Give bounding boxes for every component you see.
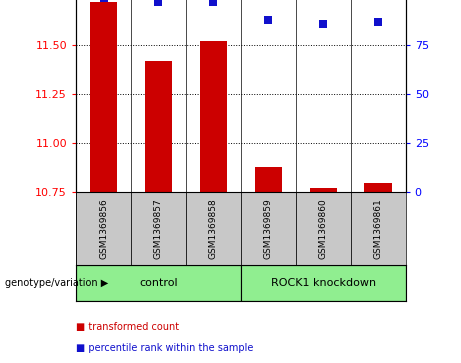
- Point: [319, 21, 327, 27]
- Text: GSM1369857: GSM1369857: [154, 198, 163, 259]
- Text: GSM1369860: GSM1369860: [319, 198, 328, 259]
- Bar: [200, 41, 227, 192]
- Text: genotype/variation ▶: genotype/variation ▶: [5, 278, 108, 288]
- Bar: [241, 265, 406, 301]
- Bar: [296, 192, 351, 265]
- Bar: [76, 265, 241, 301]
- Point: [210, 0, 217, 5]
- Text: GSM1369861: GSM1369861: [374, 198, 383, 259]
- Point: [374, 19, 382, 25]
- Bar: [145, 61, 172, 192]
- Bar: [309, 188, 337, 192]
- Text: ■ percentile rank within the sample: ■ percentile rank within the sample: [76, 343, 254, 354]
- Bar: [365, 183, 392, 192]
- Bar: [241, 192, 296, 265]
- Point: [100, 0, 107, 1]
- Bar: [131, 192, 186, 265]
- Point: [155, 0, 162, 5]
- Bar: [186, 192, 241, 265]
- Text: GSM1369856: GSM1369856: [99, 198, 108, 259]
- Text: GSM1369859: GSM1369859: [264, 198, 273, 259]
- Bar: [351, 192, 406, 265]
- Point: [265, 17, 272, 23]
- Bar: [76, 192, 131, 265]
- Text: ■ transformed count: ■ transformed count: [76, 322, 179, 332]
- Text: ROCK1 knockdown: ROCK1 knockdown: [271, 278, 376, 288]
- Bar: [254, 167, 282, 192]
- Text: GSM1369858: GSM1369858: [209, 198, 218, 259]
- Bar: [90, 2, 117, 192]
- Text: control: control: [139, 278, 178, 288]
